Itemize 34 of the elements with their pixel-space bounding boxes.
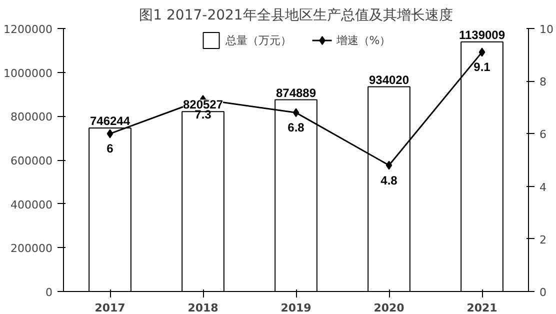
data-label: 1139009 bbox=[458, 28, 506, 42]
point bbox=[386, 160, 392, 170]
x-tick-label: 2017 bbox=[94, 302, 126, 314]
point bbox=[478, 48, 486, 57]
chart-title: 图1 2017-2021年全县地区生产总值及其增长速度 bbox=[139, 8, 453, 24]
y2-tick-label: 4 bbox=[540, 180, 546, 194]
data-label: 6 bbox=[106, 142, 114, 156]
y-tick-label: 600000 bbox=[10, 154, 53, 168]
x-tick-label: 2018 bbox=[188, 302, 218, 314]
y-tick-label: 200000 bbox=[10, 242, 53, 256]
point bbox=[106, 129, 114, 138]
y2-tick-label: 10 bbox=[540, 23, 554, 36]
y2-tick-label: 6 bbox=[540, 128, 546, 142]
y-tick-label: 1000000 bbox=[4, 66, 53, 80]
y-tick-label: 0 bbox=[46, 286, 52, 299]
x-tick-label: 2019 bbox=[280, 302, 312, 314]
y-tick-label: 400000 bbox=[10, 198, 53, 212]
y2-tick-label: 8 bbox=[540, 76, 546, 89]
y-tick-label: 1200000 bbox=[4, 23, 53, 36]
x-tick-label: 2020 bbox=[374, 302, 405, 314]
legend-label: 增速（%） bbox=[336, 32, 391, 48]
data-label: 820527 bbox=[182, 98, 224, 112]
data-label: 6.8 bbox=[288, 120, 305, 135]
data-label: 9.1 bbox=[474, 60, 491, 74]
y-tick-label: 800000 bbox=[10, 110, 53, 124]
x-tick-label: 2021 bbox=[466, 302, 498, 314]
point bbox=[292, 108, 300, 118]
y2-tick-label: 0 bbox=[540, 286, 546, 299]
data-label: 934020 bbox=[368, 72, 410, 87]
data-label: 4.8 bbox=[380, 173, 398, 188]
legend-label: 总量（万元） bbox=[225, 32, 292, 48]
y2-tick-label: 2 bbox=[540, 233, 546, 246]
data-label: 874889 bbox=[276, 86, 316, 100]
data-label: 746244 bbox=[90, 114, 130, 128]
